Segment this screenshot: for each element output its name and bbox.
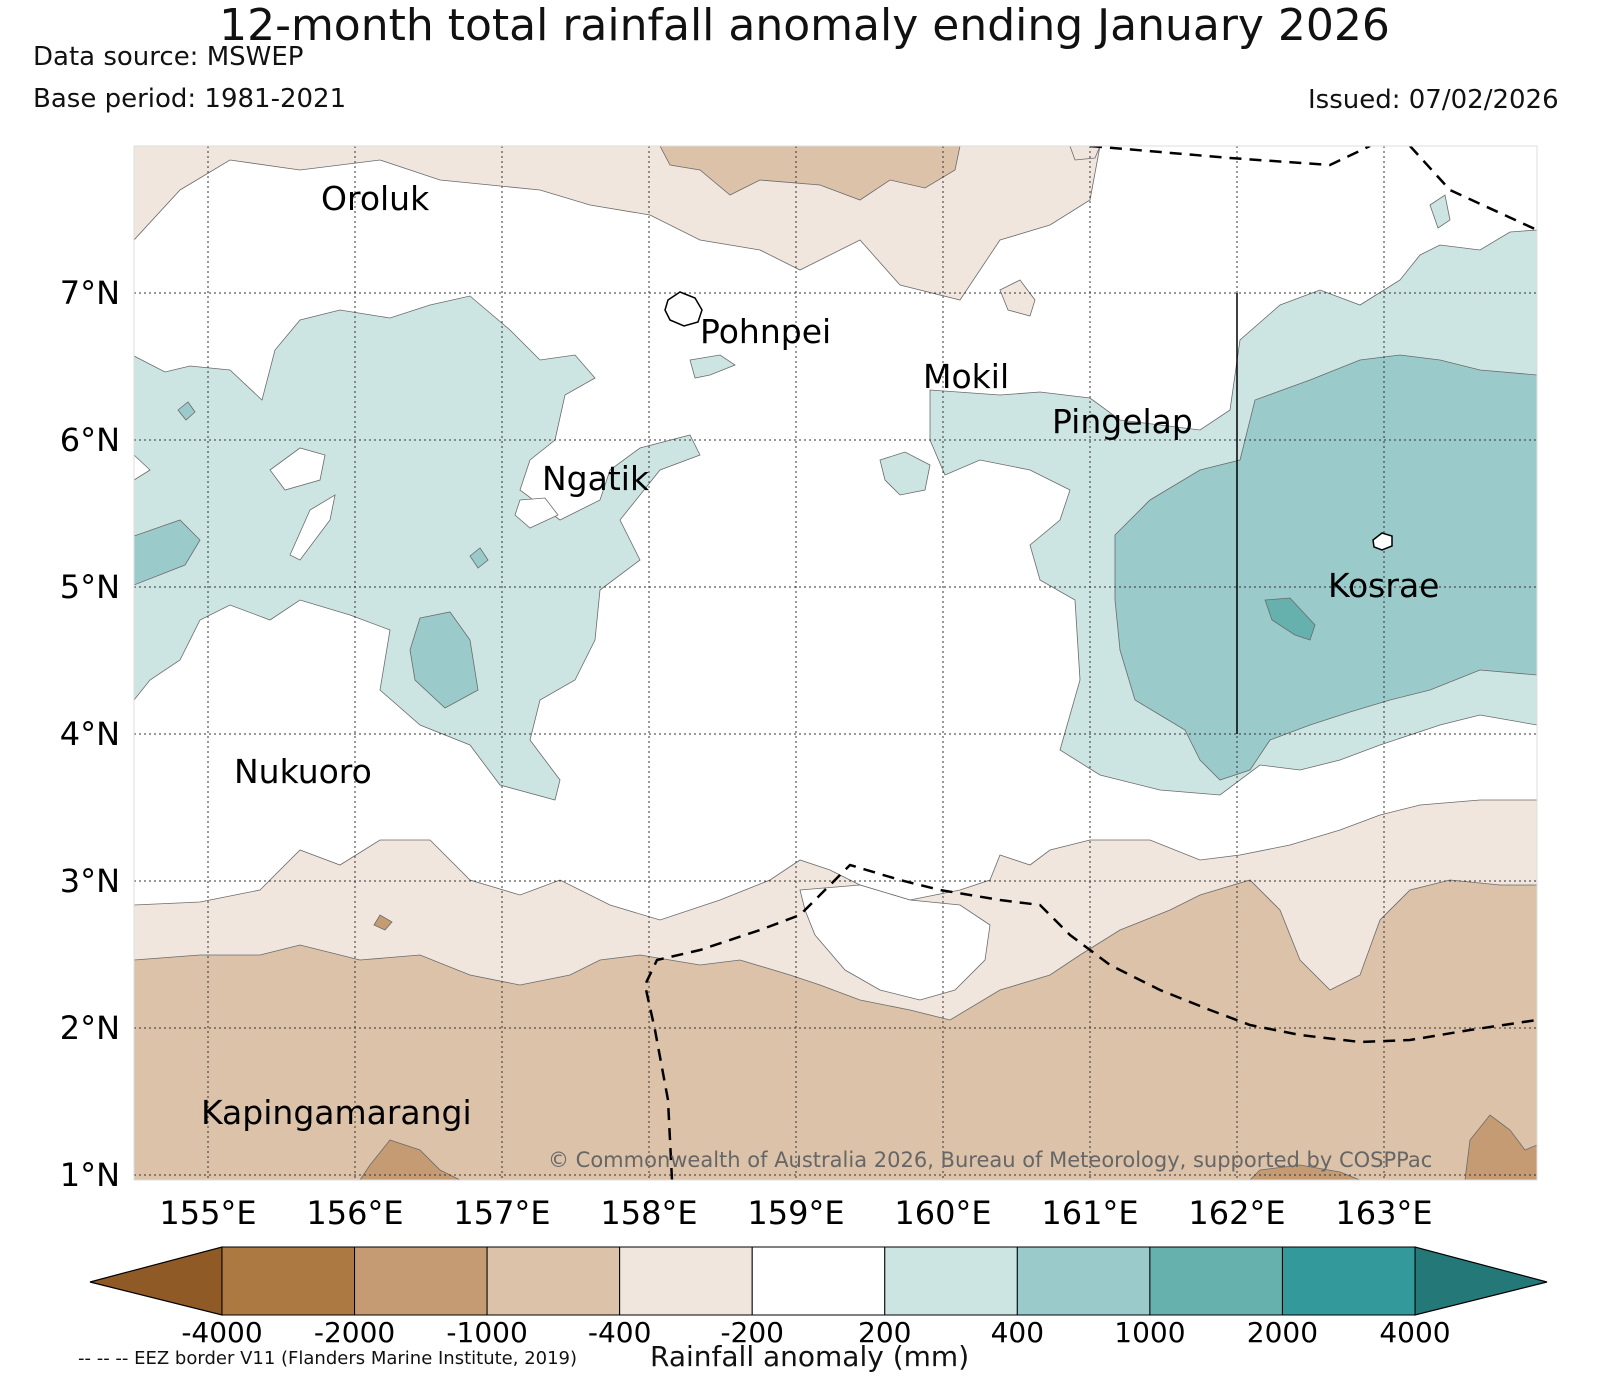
wet-pocket-west-3	[177, 401, 196, 421]
colorbar-segment	[1149, 1246, 1283, 1316]
eez-border-note: -- -- -- EEZ border V11 (Flanders Marine…	[78, 1348, 578, 1369]
colorbar-tick-label: -400	[588, 1316, 652, 1349]
lat-tick-label: 6°N	[60, 421, 120, 459]
lon-tick-label: 159°E	[747, 1194, 844, 1232]
dry-field-south-pocket-3	[1464, 1114, 1537, 1180]
colorbar-segment	[221, 1246, 356, 1316]
wet-max-east	[1264, 597, 1316, 641]
chart-title: 12-month total rainfall anomaly ending J…	[219, 0, 1390, 51]
lon-tick-label: 160°E	[894, 1194, 991, 1232]
colorbar-tick-label: 1000	[1114, 1316, 1185, 1349]
lat-tick-label: 7°N	[60, 274, 120, 312]
neutral-hole-2	[289, 494, 336, 561]
lat-axis: 7°N 6°N 5°N 4°N 3°N 2°N 1°N	[60, 274, 120, 1194]
colorbar-segment	[751, 1246, 886, 1316]
data-source: Data source: MSWEP	[33, 42, 304, 72]
neutral-hole-4	[134, 454, 151, 481]
wet-pocket-west-1	[134, 519, 201, 586]
place-label-oroluk: Oroluk	[321, 179, 430, 218]
lon-tick-label: 162°E	[1188, 1194, 1285, 1232]
wet-field-west	[134, 295, 701, 801]
colorbar-label: Rainfall anomaly (mm)	[650, 1340, 970, 1373]
colorbar-tick-label: 200	[858, 1316, 911, 1349]
colorbar-segment	[354, 1246, 488, 1316]
dry-field-south-pocket	[359, 1139, 461, 1180]
colorbar-segment	[1281, 1246, 1416, 1316]
colorbar-tick-label: -200	[720, 1316, 784, 1349]
neutral-hole-1	[269, 447, 326, 491]
place-label-mokil: Mokil	[923, 357, 1009, 396]
issued-date: Issued: 07/02/2026	[1308, 85, 1559, 115]
lat-tick-label: 5°N	[60, 568, 120, 606]
kosrae-island	[1372, 532, 1393, 551]
place-labels: Oroluk Pohnpei Mokil Pingelap Ngatik Kos…	[201, 179, 1439, 1132]
colorbar-segment	[1016, 1246, 1151, 1316]
anomaly-fields	[134, 146, 1537, 1180]
place-label-pohnpei: Pohnpei	[700, 312, 831, 351]
dry-field-north-4	[1069, 146, 1101, 161]
wet-pocket-west-4	[469, 547, 489, 569]
place-label-pingelap: Pingelap	[1052, 402, 1193, 441]
lat-tick-label: 1°N	[60, 1156, 120, 1194]
colorbar-tick-label: 2000	[1247, 1316, 1318, 1349]
colorbar: -4000 -2000 -1000 -400 -200 200 400 1000 2000 400…	[89, 1246, 1548, 1349]
lon-axis: 155°E 156°E 157°E 158°E 159°E 160°E 161°…	[159, 1194, 1432, 1232]
lon-tick-label: 161°E	[1041, 1194, 1138, 1232]
lat-tick-label: 3°N	[60, 862, 120, 900]
place-label-kosrae: Kosrae	[1328, 566, 1439, 605]
dry-field-south-pocket-2	[1249, 1164, 1361, 1180]
dry-field-south-pocket-4	[373, 914, 393, 931]
base-period: Base period: 1981-2021	[33, 84, 347, 114]
lon-tick-label: 158°E	[600, 1194, 697, 1232]
colorbar-segment	[486, 1246, 621, 1316]
colorbar-tick-label: 400	[991, 1316, 1044, 1349]
wet-core-east	[1114, 354, 1537, 781]
colorbar-tick-label: -4000	[181, 1316, 262, 1349]
colorbar-left-extension	[89, 1246, 223, 1316]
eez-border	[643, 146, 1537, 1180]
lon-tick-label: 157°E	[453, 1194, 550, 1232]
lat-tick-label: 2°N	[60, 1009, 120, 1047]
dry-field-north-2	[999, 279, 1036, 317]
place-label-nukuoro: Nukuoro	[234, 752, 372, 791]
place-label-kapingamarangi: Kapingamarangi	[201, 1093, 472, 1132]
colorbar-tick-label: -2000	[314, 1316, 395, 1349]
place-label-ngatik: Ngatik	[542, 459, 650, 498]
copyright-notice: © Commonwealth of Australia 2026, Bureau…	[548, 1148, 1432, 1172]
colorbar-tick-label: 4000	[1379, 1316, 1450, 1349]
colorbar-right-extension	[1414, 1246, 1548, 1316]
wet-pocket-west-2	[409, 611, 479, 709]
wet-patch-pohnpei	[689, 354, 736, 379]
lon-tick-label: 156°E	[306, 1194, 403, 1232]
lon-tick-label: 163°E	[1335, 1194, 1432, 1232]
colorbar-segment	[619, 1246, 753, 1316]
neutral-hole-3	[514, 497, 559, 529]
lat-tick-label: 4°N	[60, 715, 120, 753]
dry-field-north-3	[659, 146, 961, 201]
wet-islet-east-1	[1429, 194, 1451, 229]
wet-islet-east-2	[879, 451, 931, 496]
dry-field-south	[134, 879, 1537, 1180]
colorbar-tick-label: -1000	[446, 1316, 527, 1349]
colorbar-segment	[884, 1246, 1018, 1316]
lon-tick-label: 155°E	[159, 1194, 256, 1232]
pohnpei-island	[664, 291, 703, 327]
map-frame	[133, 145, 1538, 1181]
